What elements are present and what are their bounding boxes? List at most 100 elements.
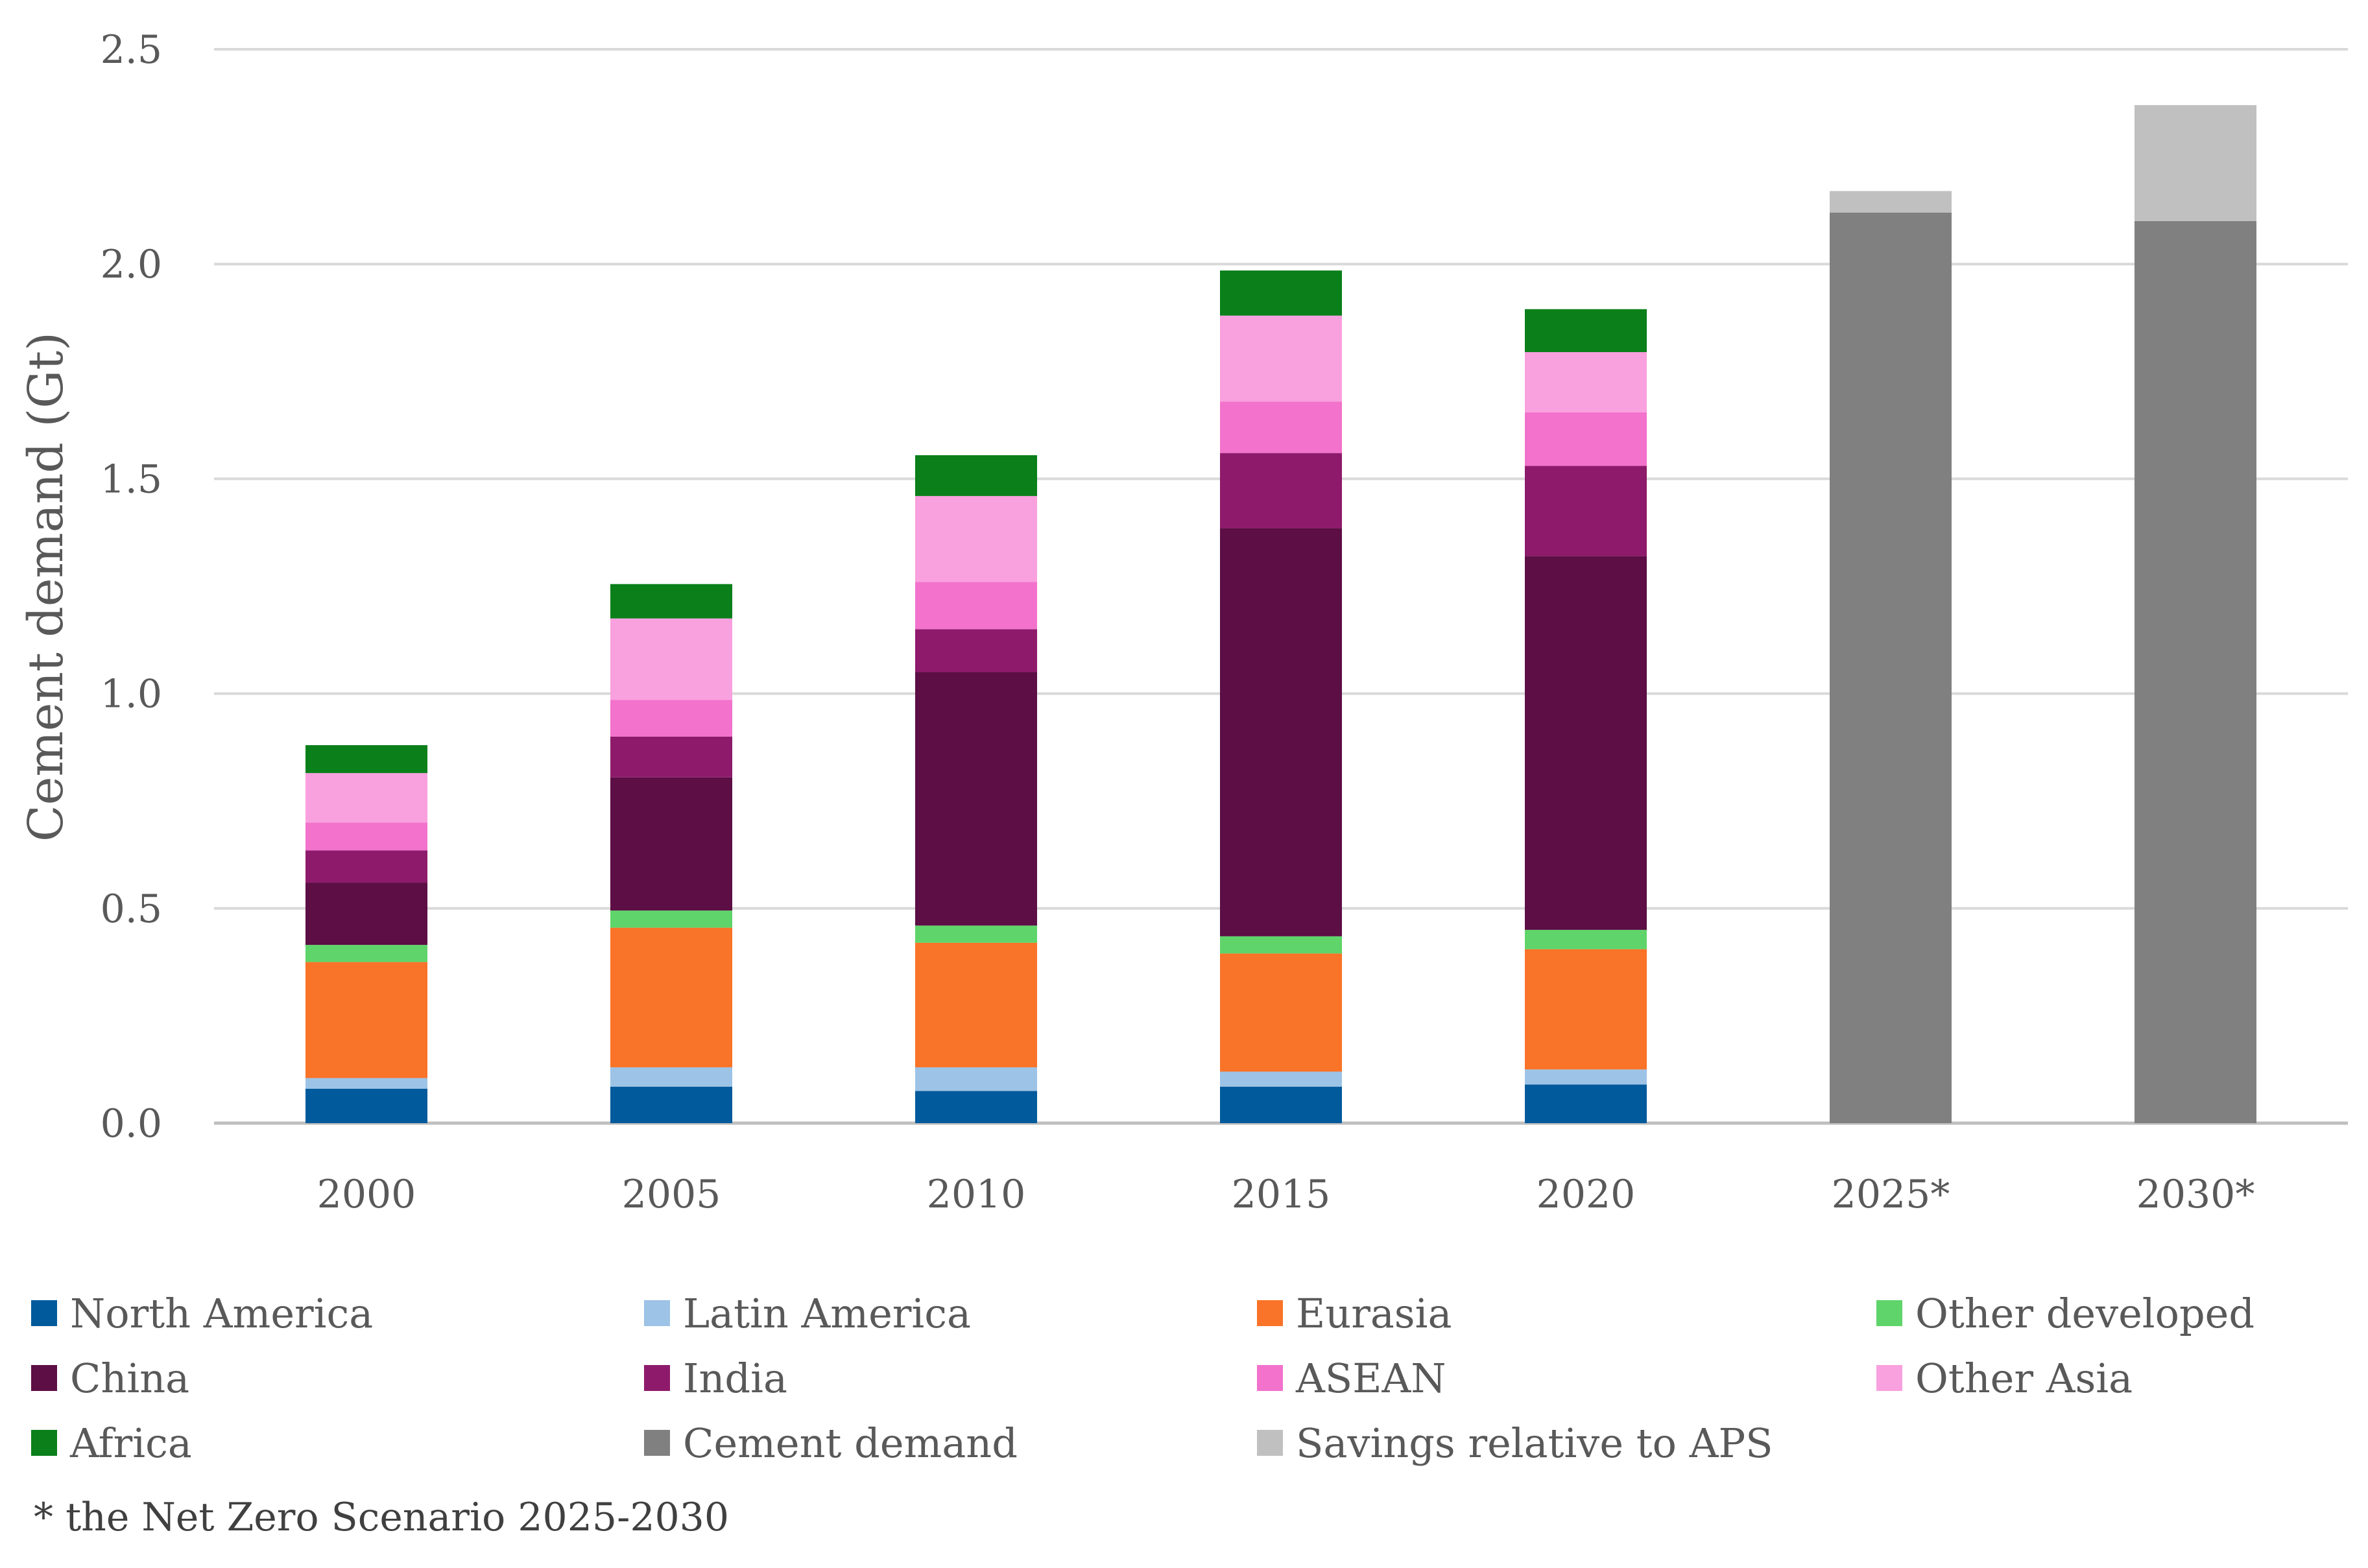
bars [305,105,2256,1124]
bar-segment-other-developed-2000 [305,945,427,962]
bar-segment-india-2020 [1525,466,1647,556]
legend-item: Other Asia [1876,1352,2133,1404]
bar-segment-asean-2015 [1220,401,1342,453]
bar-segment-north-america-2000 [305,1089,427,1123]
bar-segment-india-2000 [305,850,427,883]
bar-segment-africa-2005 [610,584,732,619]
bar-segment-china-2010 [915,672,1037,926]
legend-item: Other developed [1876,1287,2254,1339]
bar-segment-asean-2010 [915,582,1037,630]
legend-swatch [1257,1430,1283,1456]
bar-segment-china-2020 [1525,556,1647,930]
legend-swatch [1257,1365,1283,1391]
bar-segment-eurasia-2015 [1220,953,1342,1072]
legend-label: ASEAN [1296,1354,1446,1402]
legend-swatch [31,1430,57,1456]
x-tick-label: 2000 [317,1172,416,1217]
bar-segment-other-developed-2020 [1525,929,1647,949]
bar-segment-africa-2010 [915,455,1037,496]
bar-segment-china-2000 [305,883,427,945]
legend-label: Savings relative to APS [1296,1419,1773,1467]
y-tick-label: 0.0 [101,1101,162,1146]
bar-segment-cement-demand-2025 [1830,212,1952,1123]
bar-segment-latin-america-2020 [1525,1069,1647,1085]
legend-item: ASEAN [1257,1352,1446,1404]
legend-label: Other developed [1915,1289,2255,1337]
bar-segment-north-america-2010 [915,1091,1037,1123]
bar-segment-eurasia-2000 [305,962,427,1078]
bar-segment-north-america-2020 [1525,1084,1647,1123]
legend-item: Africa [31,1417,192,1469]
legend-label: Latin America [683,1289,971,1337]
legend-item: Savings relative to APS [1257,1417,1773,1469]
legend-swatch [1257,1300,1283,1326]
bar-segment-india-2005 [610,736,732,778]
legend-label: Other Asia [1915,1354,2133,1402]
legend-item: North America [31,1287,373,1339]
y-tick-label: 2.5 [101,27,162,73]
y-tick-label: 1.0 [101,672,162,717]
bar-segment-eurasia-2005 [610,927,732,1067]
bar-segment-north-america-2015 [1220,1086,1342,1123]
legend-label: Africa [70,1419,192,1467]
footnote: * the Net Zero Scenario 2025-2030 [34,1495,730,1540]
legend-item: Eurasia [1257,1287,1452,1339]
x-tick-label: 2010 [927,1172,1026,1217]
legend-label: North America [70,1289,374,1337]
x-tick-label: 2025* [1832,1172,1950,1217]
bar-segment-africa-2020 [1525,309,1647,352]
legend-swatch [644,1300,670,1326]
y-axis-ticks: 0.0 0.5 1.0 1.5 2.0 2.5 [101,27,162,1146]
legend-swatch [31,1365,57,1391]
bar-segment-asean-2000 [305,822,427,851]
bar-segment-other-developed-2015 [1220,936,1342,954]
bar-segment-asean-2020 [1525,412,1647,466]
y-tick-label: 1.5 [101,457,162,502]
bar-segment-asean-2005 [610,700,732,737]
bar-segment-eurasia-2020 [1525,949,1647,1070]
y-tick-label: 0.5 [101,886,162,932]
bar-segment-other-developed-2005 [610,910,732,928]
legend-swatch [1876,1365,1902,1391]
bar-segment-savings-relative-to-aps-2025 [1830,191,1952,213]
bar-segment-other-asia-2015 [1220,315,1342,402]
bar-segment-latin-america-2000 [305,1078,427,1089]
legend-item: India [644,1352,787,1404]
bar-segment-cement-demand-2030 [2135,220,2256,1124]
bar-segment-savings-relative-to-aps-2030 [2135,105,2256,221]
bar-segment-latin-america-2015 [1220,1071,1342,1087]
legend-label: Eurasia [1296,1289,1452,1337]
bar-segment-china-2005 [610,777,732,911]
legend-label: India [683,1354,787,1402]
legend-swatch [31,1300,57,1326]
bar-segment-africa-2000 [305,745,427,774]
bar-segment-eurasia-2010 [915,942,1037,1067]
x-tick-label: 2015 [1232,1172,1331,1217]
y-tick-label: 2.0 [101,242,162,287]
bar-segment-latin-america-2005 [610,1067,732,1087]
bar-segment-other-asia-2010 [915,495,1037,582]
x-tick-label: 2030* [2136,1172,2255,1217]
x-axis-ticks: 2000 2005 2010 2015 2020 2025* 2030* [317,1172,2255,1217]
legend-item: Cement demand [644,1417,1018,1469]
bar-segment-china-2015 [1220,528,1342,936]
bar-segment-other-asia-2000 [305,773,427,823]
legend-item: Latin America [644,1287,971,1339]
x-tick-label: 2020 [1537,1172,1636,1217]
legend-item: China [31,1352,189,1404]
y-axis-label: Cement demand (Gt) [18,332,74,842]
x-tick-label: 2005 [622,1172,721,1217]
legend-swatch [644,1430,670,1456]
legend-swatch [1876,1300,1902,1326]
bar-segment-india-2010 [915,629,1037,672]
legend-label: Cement demand [683,1419,1018,1467]
bar-segment-north-america-2005 [610,1086,732,1123]
bar-segment-other-asia-2005 [610,618,732,700]
bar-segment-latin-america-2010 [915,1067,1037,1091]
bar-segment-other-developed-2010 [915,925,1037,943]
chart: 0.00.51.01.52.02.5 2000 2005 2010 2015 2020 2… [18,27,2348,1217]
bar-segment-africa-2015 [1220,270,1342,316]
bar-segment-india-2015 [1220,453,1342,529]
bar-segment-other-asia-2020 [1525,351,1647,412]
legend-label: China [70,1354,190,1402]
